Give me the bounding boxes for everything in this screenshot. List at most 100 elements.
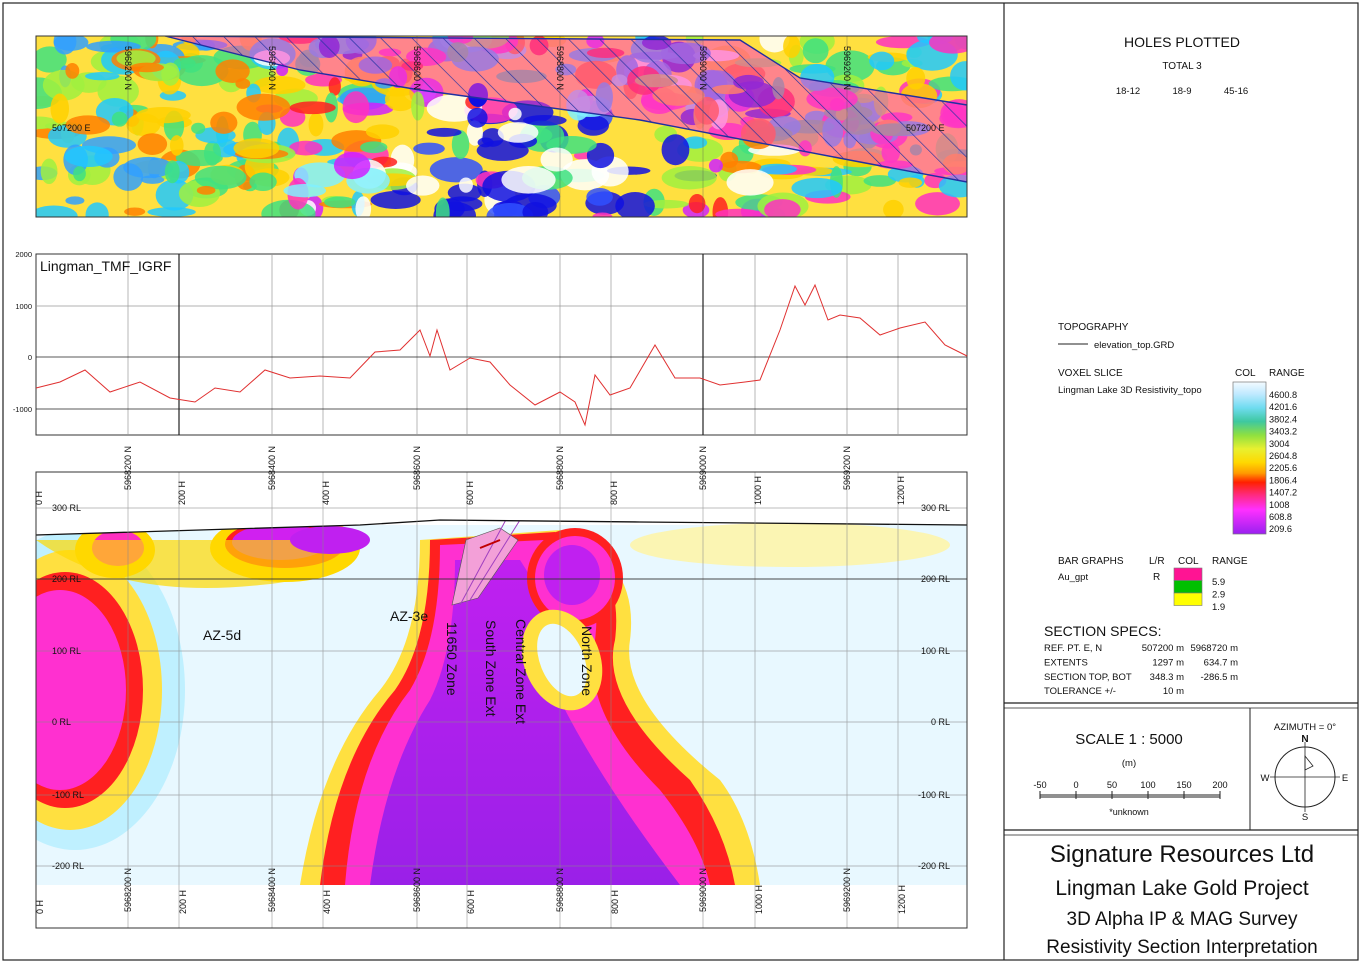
easting-label-left: 507200 E [52,123,91,133]
section-top-northing: 5968800 N [555,446,565,490]
section-rl-label-left: 100 RL [52,646,81,656]
voxel-range-value: 1008 [1269,500,1289,510]
zone-label-north: North Zone [579,626,595,696]
bar-range-header: RANGE [1212,556,1248,567]
plan-texture-blob [726,169,774,196]
plan-texture-blob [615,192,655,217]
plan-texture-blob [36,205,78,217]
section-rl-label-right: 100 RL [921,646,950,656]
zone-label-central-ext: Central Zone Ext [513,619,529,724]
section-top-northing: 5968200 N [123,446,133,490]
plan-texture-blob [759,36,790,53]
plan-texture-blob [883,199,904,217]
section-top-h-label: 200 H [177,481,187,505]
section-rl-label-left: 300 RL [52,503,81,513]
zone-label-south-ext: South Zone Ext [483,620,499,717]
plan-texture-blob [708,158,723,173]
bar-lr-header: L/R [1149,556,1165,567]
topography-title: TOPOGRAPHY [1058,322,1129,333]
spec-value-2: 634.7 m [1204,657,1238,668]
spec-value-1: 348.3 m [1150,672,1184,683]
plan-northing-label: 5968600 N [412,46,422,90]
plan-texture-blob [210,111,238,134]
plan-texture-blob [683,136,708,149]
spec-value-1: 507200 m [1142,643,1184,654]
survey-name: 3D Alpha IP & MAG Survey [1067,909,1298,930]
scale-tick-label: 150 [1176,780,1191,790]
compass-arrow-icon [1304,754,1314,771]
plan-texture-blob [661,134,690,166]
plan-texture-blob [720,151,739,169]
section-subtitle: Resistivity Section Interpretation [1046,937,1317,958]
bar-color-swatch [1173,580,1203,594]
magnetic-plan-map [36,36,967,217]
plan-texture-blob [85,202,109,217]
scale-note: *unknown [1109,807,1149,817]
company-name: Signature Resources Ltd [1050,841,1314,868]
section-rl-label-right: 300 RL [921,503,950,513]
plan-texture-blob [577,115,609,136]
spec-label: SECTION TOP, BOT [1044,672,1132,683]
voxel-item: Lingman Lake 3D Resistivity_topo [1058,385,1202,396]
section-specs: SECTION SPECS: REF. PT. E, N 507200 m 5968… [1044,623,1238,697]
plan-texture-blob [129,62,164,73]
plan-northing-label: 5968200 N [123,46,133,90]
plan-texture-blob [65,196,85,205]
plan-texture-blob [586,142,615,169]
bar-lr: R [1153,572,1160,583]
bar-color-swatch [1173,567,1203,581]
plan-texture-blob [194,165,247,190]
plan-texture-blob [443,196,483,212]
plan-texture-blob [124,207,146,216]
voxel-range-value: 3004 [1269,439,1289,449]
plan-northing-label: 5968800 N [555,46,565,90]
holes-title: HOLES PLOTTED [1124,34,1240,50]
mag-profile-panel: Lingman_TMF_IGRF 2000 1000 0 -1000 [13,250,968,436]
plan-texture-blob [65,115,111,135]
voxel-range-value: 4600.8 [1269,390,1297,400]
spec-value-1: 10 m [1163,686,1184,697]
plan-texture-blob [40,158,58,185]
plan-texture-blob [64,145,113,168]
plan-texture-blob [863,175,897,187]
specs-title: SECTION SPECS: [1044,623,1161,639]
plan-texture-blob [869,51,895,71]
plan-texture-blob [53,36,89,51]
plan-texture-blob [365,124,400,140]
plan-texture-blob [522,201,549,217]
section-top-h-label: 400 H [321,481,331,505]
spec-value-1: 1297 m [1152,657,1184,668]
plan-texture-blob [406,175,440,196]
plan-texture-blob [497,122,539,143]
plan-texture-blob [50,93,70,124]
compass-e: E [1342,773,1348,784]
profile-title: Lingman_TMF_IGRF [40,258,171,274]
section-top-northing: 5969200 N [842,446,852,490]
plan-northing-label: 5969200 N [842,46,852,90]
plan-texture-blob [429,157,483,183]
scale-tick-label: 200 [1212,780,1227,790]
scale-tick-label: 100 [1140,780,1155,790]
bar-color-swatch [1173,592,1203,606]
plan-texture-blob [164,160,180,184]
voxel-range-value: 608.8 [1269,512,1292,522]
compass-azimuth: AZIMUTH = 0° [1274,722,1336,733]
section-top-northing: 5969000 N [698,446,708,490]
plan-northing-label: 5969000 N [698,46,708,90]
plan-texture-blob [355,196,372,217]
voxel-range-value: 1806.4 [1269,475,1297,485]
bar-range-value: 2.9 [1212,590,1225,601]
plan-texture-blob [111,111,128,127]
legend-panel: HOLES PLOTTED TOTAL 3 18-12 18-9 45-16 TOP… [1058,34,1305,613]
plan-texture-blob [586,187,613,206]
hole-id: 18-9 [1172,86,1191,97]
plan-texture-blob [411,91,425,121]
plan-texture-blob [73,166,86,182]
plan-texture-blob [384,87,417,112]
section-top-h-label: 0 H [34,491,44,505]
plan-texture-blob [688,194,706,214]
scale-title: SCALE 1 : 5000 [1075,731,1183,748]
voxel-range-header: RANGE [1269,368,1305,379]
topography-item: elevation_top.GRD [1094,340,1174,351]
spec-value-2: -286.5 m [1201,672,1239,683]
